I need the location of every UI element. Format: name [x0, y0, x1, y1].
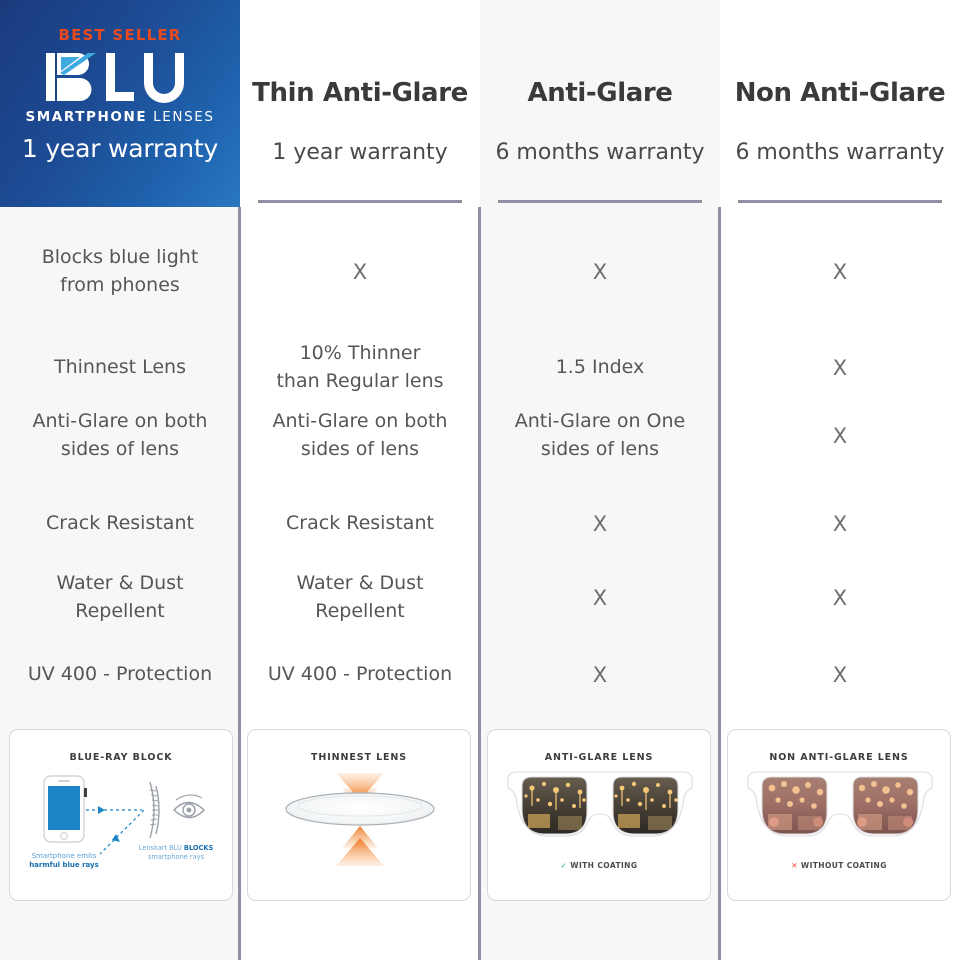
- feature-label: Blocks blue light from phones: [41, 246, 199, 296]
- card-title: NON ANTI-GLARE LENS: [769, 752, 909, 763]
- feature-value: Anti-Glare on both sides of lens: [272, 410, 448, 460]
- card-footer: ✕ WITHOUT COATING: [728, 861, 950, 870]
- card-title: ANTI-GLARE LENS: [544, 752, 654, 763]
- feature-value: Crack Resistant: [286, 512, 434, 535]
- feature-value: X: [592, 259, 608, 284]
- header-rule: [498, 200, 702, 203]
- feature-value: X: [592, 511, 608, 536]
- column-title: Thin Anti-Glare: [252, 78, 468, 108]
- column-header-antiglare: Anti-Glare 6 months warranty: [480, 0, 720, 207]
- feature-value: X: [832, 355, 848, 380]
- header-rule: [258, 200, 462, 203]
- column-title: Non Anti-Glare: [734, 78, 946, 108]
- promo-tagline-bold: SMARTPHONE: [25, 109, 148, 125]
- best-seller-badge: BEST SELLER: [58, 26, 182, 44]
- promo-tagline: SMARTPHONE LENSES: [25, 109, 214, 125]
- column-divider: [478, 207, 481, 960]
- promo-header: BEST SELLER SMARTPHONE LENSES 1 year war: [0, 0, 240, 207]
- thinnest-lens-diagram-icon: [285, 773, 435, 866]
- check-icon: ✓: [560, 861, 568, 870]
- antiglare-glasses-icon: [507, 771, 693, 837]
- non-antiglare-glasses-icon: [747, 771, 933, 837]
- card-title: THINNEST LENS: [310, 752, 408, 763]
- feature-label: Crack Resistant: [46, 512, 194, 535]
- feature-value: X: [352, 259, 368, 284]
- feature-value: 1.5 Index: [555, 356, 645, 379]
- column-divider: [718, 207, 721, 960]
- feature-value: Water & Dust Repellent: [296, 572, 424, 622]
- feature-label: Anti-Glare on both sides of lens: [32, 410, 208, 460]
- column-warranty: 1 year warranty: [272, 140, 448, 165]
- column-header-non-antiglare: Non Anti-Glare 6 months warranty: [720, 0, 960, 207]
- header-rule: [738, 200, 942, 203]
- illustration-card-blue-ray-block: BLUE-RAY BLOCK: [9, 729, 233, 901]
- feature-value: X: [832, 511, 848, 536]
- card-footer-label: WITHOUT COATING: [800, 861, 887, 870]
- illustration-card-non-antiglare-lens: NON ANTI-GLARE LENS: [727, 729, 951, 901]
- illustration-card-antiglare-lens: ANTI-GLARE LENS: [487, 729, 711, 901]
- feature-value: X: [592, 585, 608, 610]
- card-footer-label: WITH COATING: [570, 861, 638, 870]
- feature-value: Anti-Glare on One sides of lens: [514, 410, 686, 460]
- card-footer: ✓ WITH COATING: [488, 861, 710, 870]
- svg-text:Smartphone emits: Smartphone emits: [32, 852, 97, 860]
- feature-value: X: [832, 585, 848, 610]
- blue-ray-block-diagram-icon: Smartphone emits harmful blue rays Lensk…: [29, 775, 214, 869]
- column-title: Anti-Glare: [527, 78, 673, 108]
- column-divider: [238, 207, 241, 960]
- column-warranty: 6 months warranty: [735, 140, 945, 165]
- feature-value: X: [832, 259, 848, 284]
- feature-value: UV 400 - Protection: [267, 663, 453, 686]
- feature-value: X: [832, 423, 848, 448]
- svg-text:harmful blue rays: harmful blue rays: [29, 861, 99, 869]
- feature-label: Thinnest Lens: [54, 356, 186, 379]
- svg-text:Lenskart BLU BLOCKS: Lenskart BLU BLOCKS: [139, 844, 214, 852]
- feature-label: Water & Dust Repellent: [56, 572, 184, 622]
- illustration-card-thinnest-lens: THINNEST LENS: [247, 729, 471, 901]
- column-warranty: 6 months warranty: [495, 140, 705, 165]
- feature-label: UV 400 - Protection: [27, 663, 213, 686]
- svg-text:smartphone rays: smartphone rays: [148, 853, 205, 861]
- blu-logo-icon: [46, 53, 184, 103]
- promo-warranty: 1 year warranty: [21, 134, 219, 163]
- feature-value: X: [592, 662, 608, 687]
- card-title: BLUE-RAY BLOCK: [69, 752, 173, 763]
- feature-value: X: [832, 662, 848, 687]
- promo-tagline-light: LENSES: [153, 109, 215, 125]
- feature-value: 10% Thinner than Regular lens: [276, 342, 444, 392]
- blu-logo: [44, 51, 196, 103]
- column-header-thin-antiglare: Thin Anti-Glare 1 year warranty: [240, 0, 480, 207]
- cross-icon: ✕: [791, 861, 798, 870]
